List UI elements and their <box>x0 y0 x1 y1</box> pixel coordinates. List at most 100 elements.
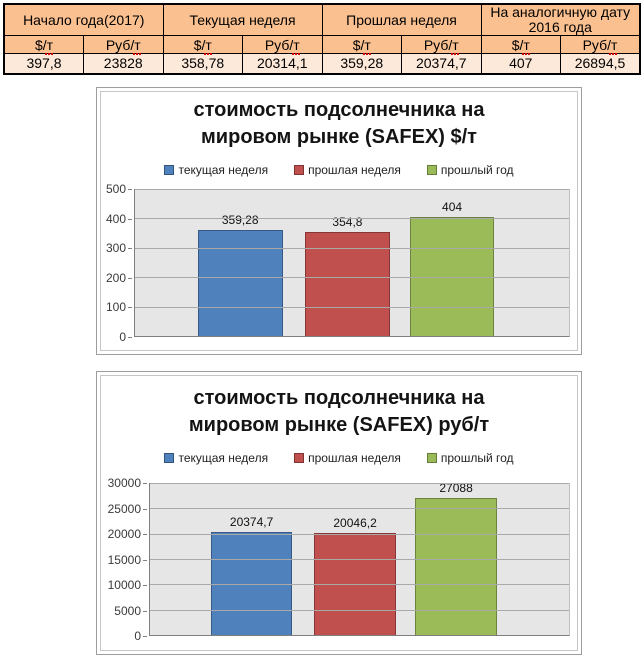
chart-rub: стоимость подсолнечника на мировом рынке… <box>96 371 582 655</box>
chart-usd-legend: текущая неделя прошлая неделя прошлый го… <box>101 163 577 177</box>
value-cell: 359,28 <box>321 53 402 74</box>
legend-color-swatch-green <box>426 165 437 175</box>
unit-label: $/т <box>34 36 54 55</box>
unit-header: $/т <box>321 35 402 55</box>
group-header-year-start: Начало года(2017) <box>3 3 164 36</box>
y-tick-label: 25000 <box>107 501 148 516</box>
value-cell: 397,8 <box>3 53 84 74</box>
unit-header: Руб/т <box>83 35 164 55</box>
unit-header: $/т <box>3 35 84 55</box>
chart-rub-title: стоимость подсолнечника на мировом рынке… <box>101 385 577 439</box>
bar-last-year <box>409 217 495 336</box>
group-header-last-week: Прошлая неделя <box>321 3 482 36</box>
legend-item-last-year: прошлый год <box>426 163 514 177</box>
bar-slot-last-week: 354,8 <box>305 189 390 336</box>
plot-area: 20374,7 20046,2 27088 <box>149 480 570 636</box>
chart-usd-title: стоимость подсолнечника на мировом рынке… <box>101 97 577 151</box>
y-tick-label: 0 <box>134 629 147 643</box>
value-cell: 358,78 <box>162 53 243 74</box>
chart-usd: стоимость подсолнечника на мировом рынке… <box>96 87 582 355</box>
bar-slot-current-week: 20374,7 <box>210 483 293 635</box>
gridline <box>135 277 569 279</box>
chart-rub-inner: стоимость подсолнечника на мировом рынке… <box>100 375 578 651</box>
legend-color-swatch-red <box>294 165 305 175</box>
y-tick-label: 10000 <box>107 578 148 592</box>
gridline <box>150 559 569 560</box>
y-tick-label: 15000 <box>107 552 148 567</box>
legend-label: прошлая неделя <box>308 451 401 465</box>
legend-color-swatch-blue <box>164 165 175 175</box>
legend-item-current-week: текущая неделя <box>164 451 268 465</box>
gridline <box>135 218 569 220</box>
table-group-header-row: Начало года(2017) Текущая неделя Прошлая… <box>3 3 641 36</box>
y-axis: 500 400 300 200 100 0 <box>101 183 134 343</box>
bar-last-week <box>314 533 396 635</box>
legend-item-last-week: прошлая неделя <box>294 451 401 465</box>
unit-label: Руб/т <box>105 36 141 55</box>
group-header-current-week: Текущая неделя <box>162 3 323 36</box>
bar-value-label: 20374,7 <box>229 514 274 529</box>
gridline <box>135 189 569 190</box>
y-tick-label: 200 <box>105 270 133 285</box>
plot-area: 359,28 354,8 404 <box>134 189 570 337</box>
chart-title-line: стоимость подсолнечника на <box>193 387 485 409</box>
chart-title-line: мировом рынке (SAFEX) руб/т <box>188 414 490 436</box>
unit-header: $/т <box>162 35 243 55</box>
chart-title-line: мировом рынке (SAFEX) $/т <box>201 126 477 148</box>
y-tick-label: 0 <box>119 330 132 344</box>
y-tick-label: 400 <box>105 211 133 226</box>
bar-value-label: 354,8 <box>332 214 363 229</box>
unit-header: Руб/т <box>242 35 323 55</box>
legend-item-last-year: прошлый год <box>426 451 514 465</box>
legend-label: текущая неделя <box>178 163 269 177</box>
gridline <box>135 306 569 308</box>
bar-current-week <box>197 230 283 336</box>
bar-last-year <box>415 497 497 635</box>
y-tick-label: 500 <box>105 182 133 196</box>
y-tick-label: 30000 <box>107 476 148 490</box>
unit-header: Руб/т <box>560 35 641 55</box>
legend-label: прошлый год <box>440 163 514 177</box>
legend-color-swatch-blue <box>164 453 175 463</box>
price-table: Начало года(2017) Текущая неделя Прошлая… <box>3 3 641 75</box>
bar-slot-last-week: 20046,2 <box>314 483 396 635</box>
value-cell: 26894,5 <box>560 53 641 74</box>
bar-slot-last-year: 27088 <box>415 480 497 635</box>
bar-current-week <box>210 531 293 635</box>
y-tick-label: 20000 <box>107 527 148 541</box>
gridline <box>150 609 569 611</box>
bar-value-label: 20046,2 <box>333 516 377 531</box>
bar-value-label: 27088 <box>439 480 473 495</box>
legend-item-last-week: прошлая неделя <box>294 163 401 177</box>
gridline <box>150 584 569 586</box>
bar-last-week <box>305 231 390 336</box>
legend-color-swatch-green <box>426 453 437 463</box>
unit-label: Руб/т <box>423 36 459 55</box>
gridline <box>150 483 569 484</box>
y-tick-label: 100 <box>105 300 133 315</box>
y-axis: 30000 25000 20000 15000 10000 5000 0 <box>101 477 149 642</box>
bar-value-label: 359,28 <box>221 213 259 228</box>
value-cell: 23828 <box>83 53 164 74</box>
y-tick-label: 300 <box>105 241 133 256</box>
bar-value-label: 404 <box>442 200 463 215</box>
chart-title-line: стоимость подсолнечника на <box>193 99 485 121</box>
legend-label: текущая неделя <box>178 451 269 465</box>
gridline <box>150 508 569 510</box>
chart-rub-legend: текущая неделя прошлая неделя прошлый го… <box>101 451 577 465</box>
value-cell: 20314,1 <box>242 53 323 74</box>
bar-slot-last-year: 404 <box>409 189 495 336</box>
value-cell: 407 <box>480 53 561 74</box>
y-tick-label: 5000 <box>114 603 147 618</box>
table-value-row: 397,8 23828 358,78 20314,1 359,28 20374,… <box>3 53 641 74</box>
legend-label: прошлый год <box>440 451 514 465</box>
chart-usd-inner: стоимость подсолнечника на мировом рынке… <box>100 91 578 351</box>
legend-label: прошлая неделя <box>308 163 401 177</box>
unit-label: $/т <box>352 36 371 55</box>
legend-color-swatch-red <box>294 453 305 463</box>
unit-header: $/т <box>480 35 561 55</box>
chart-rub-plot-row: 30000 25000 20000 15000 10000 5000 0 20374,7 2… <box>101 477 577 642</box>
unit-label: $/т <box>193 36 212 55</box>
chart-usd-plot-row: 500 400 300 200 100 0 359,28 354,8 404 <box>101 183 577 343</box>
